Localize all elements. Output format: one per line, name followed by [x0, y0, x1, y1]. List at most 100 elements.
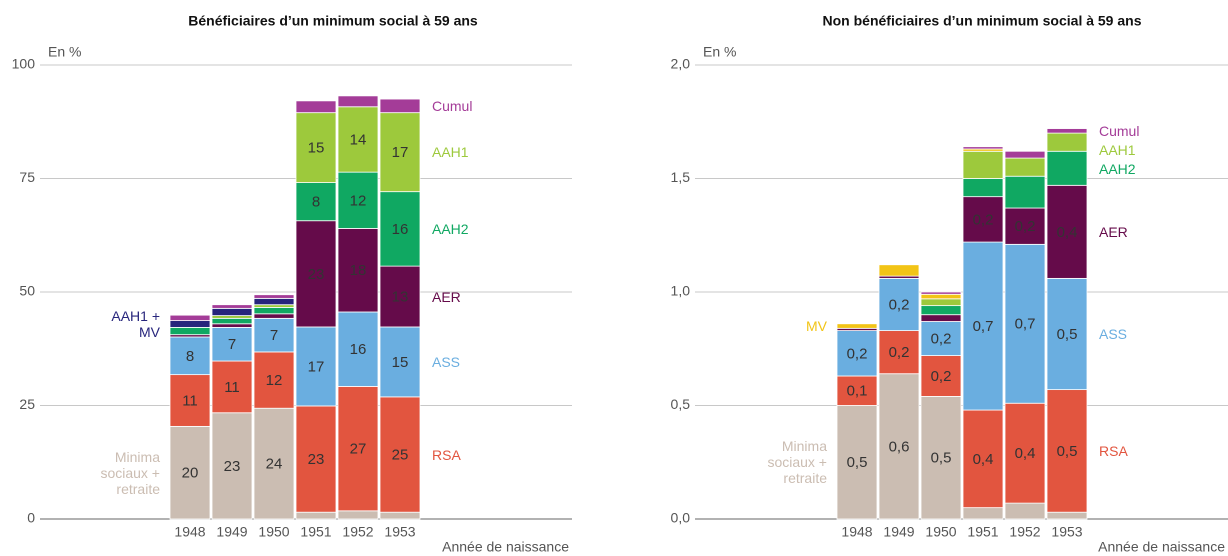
- bar-segment: [169, 336, 211, 376]
- value-label: 0,4: [973, 451, 994, 468]
- value-label: 11: [182, 392, 198, 409]
- legend-label: ASS: [1099, 325, 1128, 342]
- legend-label: RSA: [1099, 442, 1128, 459]
- bar-segment: [295, 326, 337, 407]
- bar-segment: [1046, 132, 1088, 152]
- bar-segment: [295, 112, 337, 183]
- bar-segment: [920, 355, 962, 397]
- legend-label: Minima sociaux + retraite: [767, 438, 827, 487]
- bar-segment: [295, 182, 337, 222]
- bar-segment: [878, 277, 920, 331]
- legend-label: MV: [806, 318, 827, 335]
- value-label: 11: [224, 379, 240, 396]
- bar-segment: [169, 425, 211, 520]
- value-label: 25: [392, 447, 409, 464]
- legend-label: RSA: [432, 446, 461, 463]
- bar-segment: [836, 323, 878, 329]
- bar-segment: [962, 241, 1004, 411]
- value-label: 0,2: [889, 296, 910, 313]
- bar-segment: [211, 412, 253, 520]
- value-label: 27: [350, 441, 367, 458]
- bar-segment: [253, 304, 295, 308]
- legend-label: AER: [1099, 223, 1128, 240]
- bar-segment: [211, 317, 253, 325]
- y-tick-label: 50: [19, 283, 35, 299]
- bar-segment: [211, 315, 253, 319]
- bar-segment: [169, 327, 211, 336]
- chart-title: Non bénéficiaires d’un minimum social à …: [823, 13, 1142, 29]
- y-tick-label: 100: [12, 56, 36, 72]
- value-label: 8: [186, 348, 194, 365]
- x-axis-label: Année de naissance: [442, 539, 569, 555]
- x-tick-label: 1951: [967, 524, 998, 540]
- value-label: 0,5: [847, 454, 868, 471]
- value-label: 0,2: [973, 211, 994, 228]
- bar-segment: [379, 98, 421, 114]
- value-label: 18: [350, 262, 367, 279]
- bar-segment: [1004, 150, 1046, 159]
- bar-segment: [379, 326, 421, 398]
- bar-segment: [878, 330, 920, 375]
- legend-label: AER: [432, 288, 461, 305]
- bar-segment: [211, 323, 253, 328]
- bar-segment: [211, 304, 253, 309]
- bar-segment: [962, 196, 1004, 243]
- value-label: 16: [392, 221, 409, 238]
- bar-segment: [295, 405, 337, 513]
- value-label: 23: [308, 451, 325, 468]
- legend-label: AAH1: [432, 144, 469, 161]
- legend-label: AAH2: [1099, 160, 1136, 177]
- legend-label: AAH1: [1099, 141, 1136, 158]
- x-tick-label: 1952: [1009, 524, 1040, 540]
- value-label: 23: [224, 458, 241, 475]
- bar-segment: [379, 191, 421, 267]
- bar-segment: [920, 305, 962, 316]
- value-label: 0,5: [931, 450, 952, 467]
- value-label: 14: [350, 131, 367, 148]
- y-tick-label: 2,0: [671, 56, 691, 72]
- x-tick-label: 1953: [1051, 524, 1082, 540]
- bar-segment: [962, 146, 1004, 150]
- value-label: 7: [270, 327, 278, 344]
- value-label: 0,4: [1057, 224, 1078, 241]
- bar-segment: [878, 373, 920, 520]
- value-label: 0,1: [847, 383, 868, 400]
- value-label: 0,5: [1057, 326, 1078, 343]
- bar-segment: [379, 511, 421, 520]
- bar-segment: [878, 264, 920, 277]
- value-label: 17: [392, 144, 409, 161]
- bar-segment: [337, 510, 379, 520]
- value-label: 24: [266, 456, 283, 473]
- bar-segment: [920, 291, 962, 295]
- legend-label: AAH1 + MV: [111, 308, 160, 340]
- bar-segment: [169, 320, 211, 328]
- bar-segment: [337, 311, 379, 387]
- y-tick-label: 75: [19, 169, 35, 185]
- bar-segment: [920, 298, 962, 307]
- y-tick-label: 1,5: [671, 169, 691, 185]
- value-label: 0,2: [931, 368, 952, 385]
- bar-segment: [962, 178, 1004, 198]
- value-label: 0,4: [1015, 445, 1036, 462]
- bar-segment: [253, 297, 295, 306]
- bar-segment: [253, 294, 295, 299]
- value-label: 0,2: [931, 331, 952, 348]
- x-tick-label: 1952: [342, 524, 373, 540]
- x-tick-label: 1949: [216, 524, 247, 540]
- value-label: 0,7: [973, 318, 994, 335]
- value-label: 12: [350, 192, 367, 209]
- bar-segment: [169, 314, 211, 322]
- value-label: 23: [308, 266, 325, 283]
- bar-segment: [337, 106, 379, 173]
- bar-segment: [253, 313, 295, 319]
- value-label: 13: [392, 289, 409, 306]
- y-tick-label: 0,5: [671, 396, 691, 412]
- value-label: 20: [182, 465, 199, 482]
- bar-segment: [962, 409, 1004, 509]
- value-label: 0,7: [1015, 316, 1036, 333]
- bar-segment: [379, 112, 421, 193]
- value-label: 0,2: [889, 344, 910, 361]
- bar-segment: [211, 307, 253, 317]
- bar-segment: [1004, 402, 1046, 504]
- value-label: 0,5: [1057, 443, 1078, 460]
